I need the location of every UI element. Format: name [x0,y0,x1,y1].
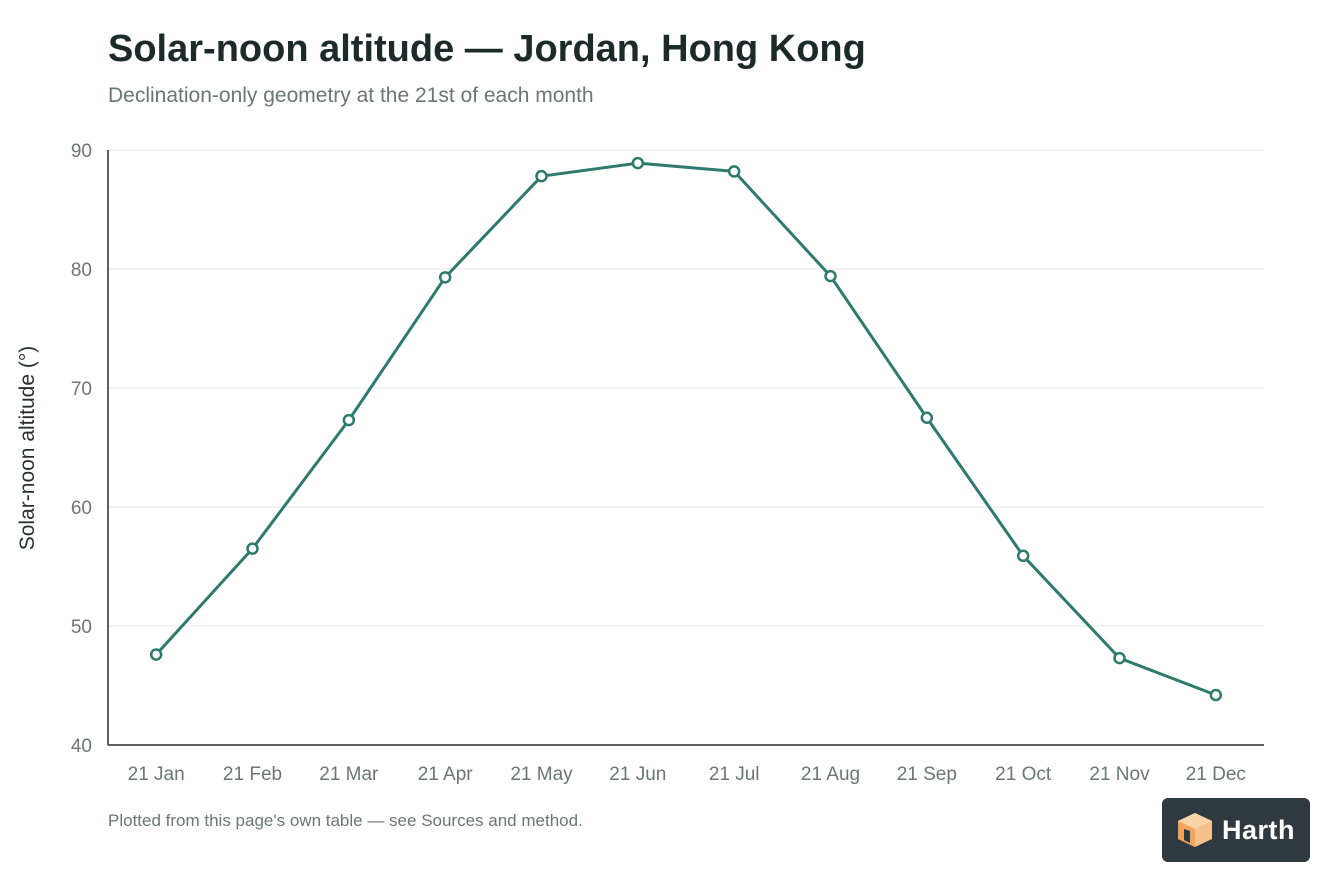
footnote: Plotted from this page's own table — see… [108,811,583,830]
data-point [920,411,934,424]
data-point [535,169,548,183]
data-points [149,156,1223,702]
x-tick-label: 21 Sep [897,764,957,785]
data-point [342,413,356,427]
y-tick-label: 60 [71,498,92,519]
x-tick-label: 21 May [510,764,573,785]
data-point [727,165,741,178]
y-axis-label: Solar-noon altitude (°) [16,346,39,551]
gridlines [108,149,1264,627]
data-point [438,271,452,284]
y-axis-ticks: 40 50 60 70 80 90 [71,141,92,757]
data-point [246,542,259,555]
y-tick-label: 40 [71,736,92,757]
x-tick-label: 21 Apr [418,764,474,785]
y-tick-label: 90 [71,141,92,162]
x-tick-label: 21 Dec [1186,764,1246,785]
x-axis-ticks: 21 Jan 21 Feb 21 Mar 21 Apr 21 May 21 Jun 21 J… [128,764,1246,785]
logo-text: Harth [1222,814,1296,845]
x-tick-label: 21 Jun [609,764,666,785]
y-tick-label: 70 [71,379,92,400]
cube-logo-icon [1178,813,1212,847]
x-tick-label: 21 Jul [709,764,760,785]
data-point [824,269,837,283]
chart-title: Solar-noon altitude — Jordan, Hong Kong [108,28,866,70]
brand-logo[interactable]: Harth [1162,798,1310,862]
data-point [1016,549,1030,563]
x-tick-label: 21 Mar [319,764,379,785]
data-point [1209,688,1223,702]
data-point [1113,651,1126,665]
y-tick-label: 50 [71,617,92,638]
x-tick-label: 21 Feb [223,764,282,785]
series-line [155,161,1217,697]
x-tick-label: 21 Oct [995,764,1052,785]
y-tick-label: 80 [71,260,92,281]
data-point [149,648,163,661]
x-tick-label: 21 Jan [128,764,185,785]
x-tick-label: 21 Aug [801,764,860,785]
chart-subtitle: Declination-only geometry at the 21st of… [108,84,594,107]
data-point [631,156,645,170]
x-tick-label: 21 Nov [1089,764,1150,785]
